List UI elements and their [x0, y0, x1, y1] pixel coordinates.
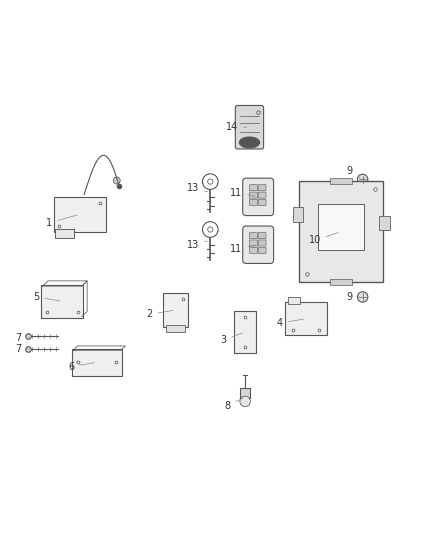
Text: 13: 13: [187, 183, 208, 193]
FancyBboxPatch shape: [258, 199, 266, 206]
Text: 5: 5: [33, 292, 60, 302]
FancyBboxPatch shape: [166, 325, 185, 332]
FancyBboxPatch shape: [250, 192, 257, 198]
Text: 11: 11: [230, 188, 255, 198]
Text: 10: 10: [309, 232, 338, 245]
FancyBboxPatch shape: [285, 302, 327, 335]
FancyBboxPatch shape: [250, 240, 257, 246]
FancyBboxPatch shape: [329, 178, 352, 184]
Text: 7: 7: [16, 344, 28, 354]
FancyBboxPatch shape: [243, 226, 274, 263]
FancyBboxPatch shape: [163, 294, 187, 327]
FancyBboxPatch shape: [288, 296, 300, 304]
Text: 9: 9: [346, 292, 360, 302]
Text: 8: 8: [225, 398, 243, 411]
FancyBboxPatch shape: [250, 232, 257, 239]
FancyBboxPatch shape: [235, 106, 264, 149]
Text: 13: 13: [187, 240, 208, 250]
FancyBboxPatch shape: [258, 232, 266, 239]
Text: 2: 2: [146, 309, 173, 319]
FancyBboxPatch shape: [258, 247, 266, 254]
FancyBboxPatch shape: [72, 349, 122, 376]
Text: 4: 4: [277, 318, 303, 328]
Circle shape: [113, 177, 120, 184]
Text: 3: 3: [220, 333, 243, 345]
FancyBboxPatch shape: [250, 247, 257, 254]
Text: 14: 14: [226, 122, 247, 132]
FancyBboxPatch shape: [293, 207, 304, 222]
Text: 9: 9: [346, 166, 360, 178]
FancyBboxPatch shape: [258, 240, 266, 246]
FancyBboxPatch shape: [258, 192, 266, 198]
FancyBboxPatch shape: [379, 215, 390, 230]
FancyBboxPatch shape: [42, 285, 83, 318]
FancyBboxPatch shape: [250, 184, 257, 191]
Circle shape: [240, 396, 251, 407]
FancyBboxPatch shape: [53, 197, 106, 232]
FancyBboxPatch shape: [250, 199, 257, 206]
FancyBboxPatch shape: [243, 178, 274, 215]
Ellipse shape: [239, 137, 260, 148]
FancyBboxPatch shape: [55, 229, 74, 238]
FancyBboxPatch shape: [258, 184, 266, 191]
FancyBboxPatch shape: [234, 311, 256, 353]
Text: 7: 7: [16, 333, 28, 343]
Text: 11: 11: [230, 244, 255, 254]
FancyBboxPatch shape: [299, 181, 383, 282]
Circle shape: [208, 227, 213, 232]
Circle shape: [208, 179, 213, 184]
Text: 6: 6: [68, 361, 95, 372]
Circle shape: [357, 174, 368, 184]
FancyBboxPatch shape: [318, 205, 364, 250]
Circle shape: [357, 292, 368, 302]
FancyBboxPatch shape: [329, 279, 352, 285]
Text: 1: 1: [46, 215, 77, 228]
FancyBboxPatch shape: [240, 388, 250, 398]
